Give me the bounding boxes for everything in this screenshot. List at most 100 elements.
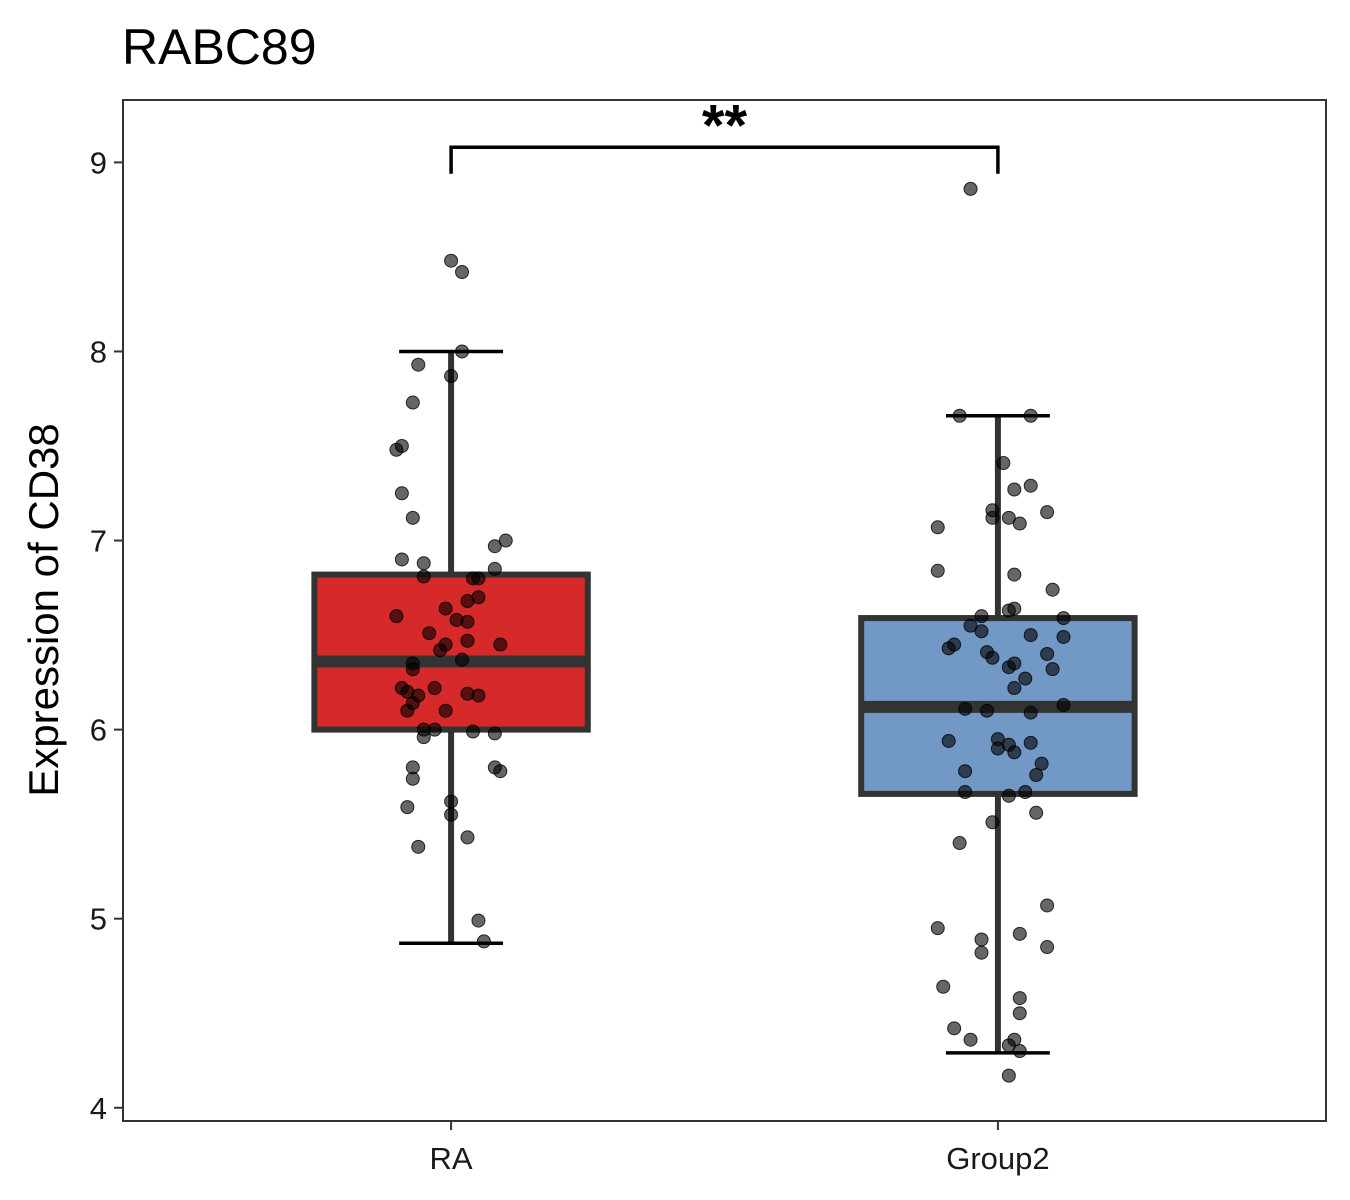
y-tick-label: 6 bbox=[90, 713, 107, 748]
data-point-ra bbox=[460, 594, 475, 609]
data-point-group2 bbox=[958, 764, 973, 779]
data-point-group2 bbox=[985, 650, 1000, 665]
box-ra bbox=[311, 571, 591, 733]
data-point-group2 bbox=[1040, 505, 1055, 520]
data-point-ra bbox=[400, 703, 415, 718]
data-point-group2 bbox=[1012, 991, 1027, 1006]
data-point-ra bbox=[405, 662, 420, 677]
data-point-group2 bbox=[963, 181, 978, 196]
data-point-group2 bbox=[1045, 582, 1060, 597]
data-point-group2 bbox=[1007, 745, 1022, 760]
data-point-group2 bbox=[947, 1021, 962, 1036]
x-tick-label: Group2 bbox=[946, 1141, 1049, 1176]
data-point-group2 bbox=[930, 520, 945, 535]
data-point-group2 bbox=[974, 945, 989, 960]
data-point-ra bbox=[416, 556, 431, 571]
data-point-group2 bbox=[1001, 1038, 1016, 1053]
data-point-ra bbox=[471, 688, 486, 703]
data-point-ra bbox=[460, 633, 475, 648]
plot-panel bbox=[122, 99, 1327, 1122]
data-point-group2 bbox=[1018, 671, 1033, 686]
data-point-ra bbox=[471, 913, 486, 928]
data-point-group2 bbox=[974, 609, 989, 624]
data-point-group2 bbox=[941, 733, 956, 748]
data-point-group2 bbox=[974, 624, 989, 639]
y-tick-label: 4 bbox=[90, 1091, 107, 1126]
data-point-ra bbox=[493, 764, 508, 779]
y-tick-label: 8 bbox=[90, 334, 107, 369]
data-point-group2 bbox=[979, 703, 994, 718]
data-point-group2 bbox=[930, 563, 945, 578]
data-point-group2 bbox=[952, 836, 967, 851]
data-point-group2 bbox=[1007, 567, 1022, 582]
data-point-ra bbox=[465, 724, 480, 739]
data-point-group2 bbox=[930, 921, 945, 936]
data-point-ra bbox=[405, 510, 420, 525]
significance-label: ** bbox=[702, 93, 748, 158]
y-tick-label: 5 bbox=[90, 902, 107, 937]
data-point-group2 bbox=[974, 932, 989, 947]
data-point-group2 bbox=[1007, 681, 1022, 696]
data-point-ra bbox=[444, 807, 459, 822]
data-point-group2 bbox=[1007, 482, 1022, 497]
data-point-group2 bbox=[1056, 698, 1071, 713]
data-point-group2 bbox=[996, 456, 1011, 471]
data-point-group2 bbox=[985, 815, 1000, 830]
data-point-ra bbox=[444, 794, 459, 809]
data-point-ra bbox=[422, 626, 437, 641]
data-point-group2 bbox=[1023, 705, 1038, 720]
axes: 4 5 6 7 8 9 RA Group2 bbox=[90, 145, 1050, 1176]
data-point-ra bbox=[416, 569, 431, 584]
data-point-ra bbox=[438, 601, 453, 616]
data-point-ra bbox=[493, 637, 508, 652]
data-point-group2 bbox=[1056, 611, 1071, 626]
x-tick-label: RA bbox=[430, 1141, 473, 1176]
data-point-group2 bbox=[1001, 510, 1016, 525]
data-point-group2 bbox=[990, 741, 1005, 756]
data-point-ra bbox=[455, 344, 470, 359]
data-point-group2 bbox=[985, 510, 1000, 525]
y-axis-label: Expression of CD38 bbox=[20, 423, 67, 797]
data-point-ra bbox=[455, 652, 470, 667]
data-point-ra bbox=[427, 681, 442, 696]
data-point-ra bbox=[465, 571, 480, 586]
y-tick-label: 7 bbox=[90, 524, 107, 559]
data-point-group2 bbox=[958, 785, 973, 800]
data-point-ra bbox=[498, 533, 513, 548]
data-point-ra bbox=[487, 561, 502, 576]
data-point-group2 bbox=[1040, 898, 1055, 913]
data-point-ra bbox=[438, 703, 453, 718]
plot-marks: ** bbox=[311, 93, 1138, 1083]
data-point-group2 bbox=[1023, 735, 1038, 750]
data-point-group2 bbox=[1029, 805, 1044, 820]
data-point-ra bbox=[400, 800, 415, 815]
data-point-ra bbox=[433, 643, 448, 658]
data-point-ra bbox=[405, 771, 420, 786]
data-point-ra bbox=[455, 265, 470, 280]
data-point-group2 bbox=[1034, 756, 1049, 771]
data-point-group2 bbox=[1012, 926, 1027, 941]
data-point-group2 bbox=[1029, 767, 1044, 782]
data-point-group2 bbox=[1023, 408, 1038, 423]
data-point-ra bbox=[444, 369, 459, 384]
data-point-ra bbox=[389, 609, 404, 624]
data-point-ra bbox=[476, 934, 491, 949]
data-point-ra bbox=[487, 726, 502, 741]
data-point-ra bbox=[444, 253, 459, 268]
data-point-group2 bbox=[941, 641, 956, 656]
data-point-group2 bbox=[1045, 662, 1060, 677]
data-point-ra bbox=[411, 357, 426, 372]
data-point-group2 bbox=[1040, 940, 1055, 955]
data-point-group2 bbox=[1056, 629, 1071, 644]
data-point-ra bbox=[460, 614, 475, 629]
data-point-group2 bbox=[1023, 478, 1038, 493]
data-point-group2 bbox=[1001, 603, 1016, 618]
data-point-group2 bbox=[1001, 1068, 1016, 1083]
data-point-ra bbox=[405, 395, 420, 410]
data-point-group2 bbox=[958, 701, 973, 716]
data-point-ra bbox=[394, 486, 409, 501]
data-point-ra bbox=[411, 839, 426, 854]
data-point-group2 bbox=[1012, 1044, 1027, 1059]
data-point-group2 bbox=[1012, 1006, 1027, 1021]
